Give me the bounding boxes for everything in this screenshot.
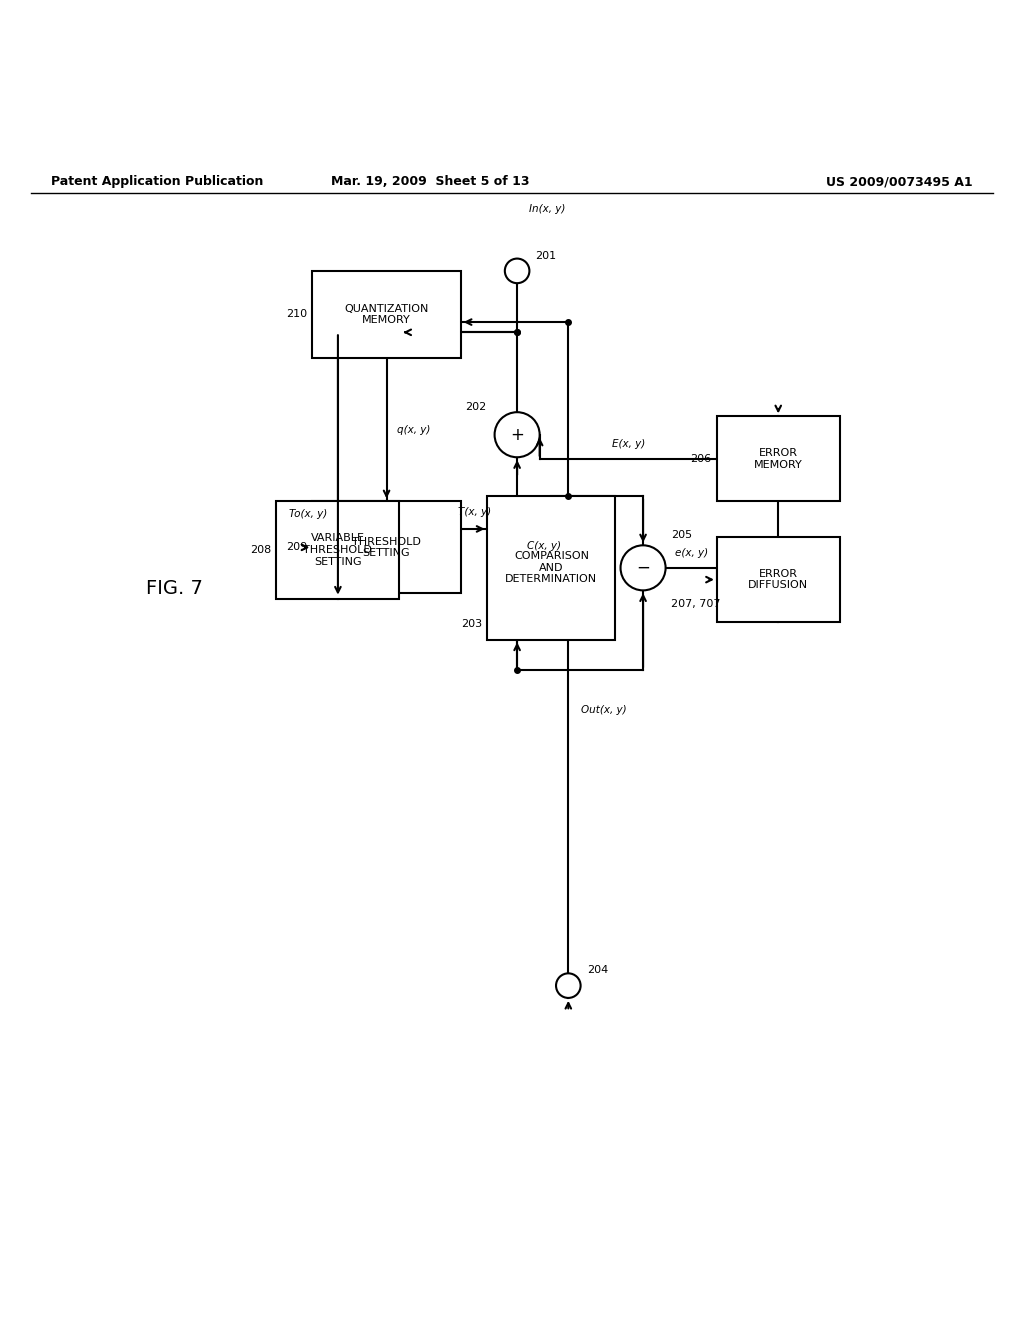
Circle shape <box>556 973 581 998</box>
Text: 209: 209 <box>286 543 307 552</box>
Text: 206: 206 <box>690 454 712 463</box>
Text: FIG. 7: FIG. 7 <box>145 578 203 598</box>
Text: 208: 208 <box>250 545 271 554</box>
Text: 207, 707: 207, 707 <box>671 598 720 609</box>
Text: C(x, y): C(x, y) <box>527 541 561 552</box>
Text: e(x, y): e(x, y) <box>675 548 708 557</box>
Text: 203: 203 <box>461 619 482 630</box>
Text: ERROR
MEMORY: ERROR MEMORY <box>754 447 803 470</box>
Bar <box>717 416 840 502</box>
Bar <box>717 537 840 622</box>
Text: −: − <box>636 558 650 577</box>
Text: q(x, y): q(x, y) <box>397 425 430 434</box>
Bar <box>487 496 615 639</box>
Circle shape <box>505 259 529 284</box>
Circle shape <box>621 545 666 590</box>
Text: +: + <box>510 426 524 444</box>
Text: QUANTIZATION
MEMORY: QUANTIZATION MEMORY <box>344 304 429 325</box>
Text: 204: 204 <box>587 965 608 975</box>
Text: Out(x, y): Out(x, y) <box>581 705 627 715</box>
Text: 205: 205 <box>671 531 692 540</box>
Bar <box>276 502 399 598</box>
Text: In(x, y): In(x, y) <box>529 205 566 214</box>
Text: Patent Application Publication: Patent Application Publication <box>51 176 263 189</box>
Bar <box>312 502 461 594</box>
Text: COMPARISON
AND
DETERMINATION: COMPARISON AND DETERMINATION <box>506 552 597 585</box>
Text: VARIABLE
THRESHOLD
SETTING: VARIABLE THRESHOLD SETTING <box>303 533 373 566</box>
Text: Mar. 19, 2009  Sheet 5 of 13: Mar. 19, 2009 Sheet 5 of 13 <box>331 176 529 189</box>
Text: E(x, y): E(x, y) <box>611 438 645 449</box>
Text: THRESHOLD
SETTING: THRESHOLD SETTING <box>352 536 421 558</box>
Text: ERROR
DIFFUSION: ERROR DIFFUSION <box>749 569 808 590</box>
Text: To(x, y): To(x, y) <box>290 510 328 519</box>
Bar <box>312 271 461 358</box>
Text: US 2009/0073495 A1: US 2009/0073495 A1 <box>826 176 973 189</box>
Text: 210: 210 <box>286 309 307 319</box>
Text: 202: 202 <box>465 403 486 412</box>
Text: T(x, y): T(x, y) <box>458 507 490 516</box>
Text: 201: 201 <box>536 251 557 260</box>
Circle shape <box>495 412 540 457</box>
